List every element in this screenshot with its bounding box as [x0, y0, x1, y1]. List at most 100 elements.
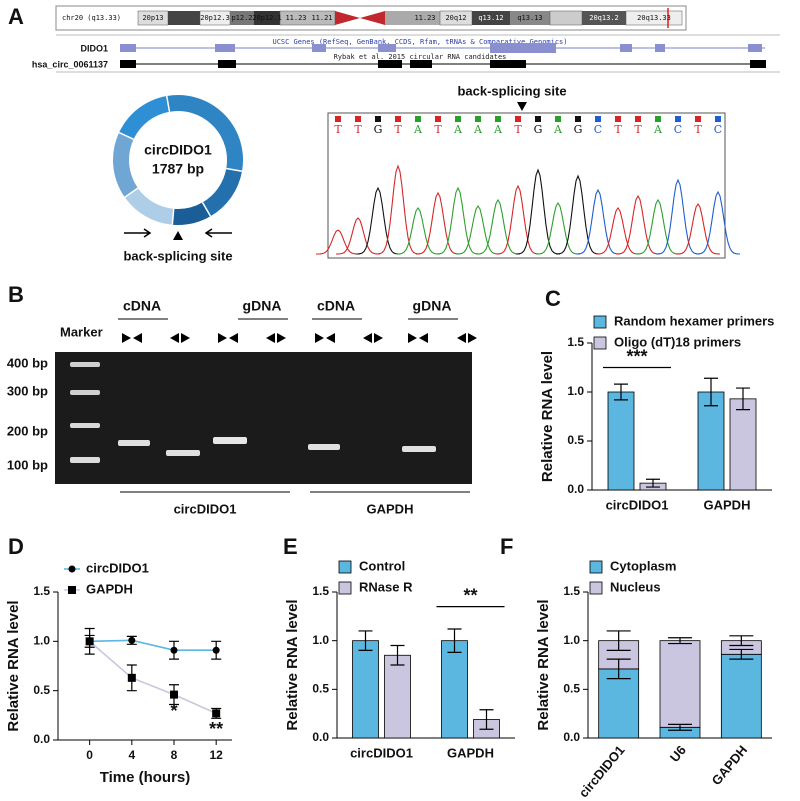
band-label: 20p13: [142, 14, 163, 22]
band-label: 11.23: [414, 14, 435, 22]
circ-segment: [119, 95, 170, 140]
trace-peak: [435, 186, 481, 255]
gene-label: circDIDO1: [174, 501, 237, 516]
chart: E Relative RNA level 0.0 0.5 1.0 1.5 Control RN…: [283, 534, 515, 760]
significance: *: [170, 701, 177, 721]
ideogram: chr20 (q13.33) 20p13 20p12.3 p12.2 20p12…: [55, 5, 687, 31]
legend-label: RNase R: [359, 579, 413, 594]
track-sub: Rybak et al. 2015 circular RNA candidate…: [334, 53, 507, 61]
trace-peak: [355, 186, 401, 255]
legend-swatch: [338, 581, 352, 595]
base-marker: [375, 116, 381, 122]
error-bar: [704, 377, 718, 407]
base-letter: A: [653, 123, 663, 136]
trace-peak: [316, 229, 360, 255]
legend-swatch: [338, 560, 352, 574]
error-bar: [668, 723, 692, 731]
base-marker: [455, 116, 461, 122]
base-marker: [615, 116, 621, 122]
base-marker: [695, 116, 701, 122]
y-tick-label: 1.0: [567, 384, 584, 398]
circrna-diagram: circDIDO1 1787 bp back-splicing site: [113, 95, 243, 263]
x-tick-label: 4: [128, 748, 135, 762]
trace-peak: [695, 190, 741, 255]
base-letter: T: [694, 123, 702, 136]
data-point: [212, 646, 220, 654]
error-bar: [646, 478, 660, 488]
group-label: gDNA: [413, 298, 452, 314]
primer-icon: [363, 333, 372, 343]
bar: [352, 640, 379, 739]
bar-segment: [720, 653, 762, 739]
data-point: [128, 636, 136, 644]
base-letter: G: [574, 123, 583, 136]
base-marker: [635, 116, 641, 122]
circ-divider: [201, 202, 212, 217]
gene-label: GAPDH: [367, 501, 414, 516]
track-label: hsa_circ_0061137: [32, 59, 108, 69]
band-label: 20q12: [445, 14, 466, 22]
genome-tracks: UCSC Genes (RefSeq, GenBank, CCDS, Rfam,…: [32, 34, 780, 73]
base-letter: A: [553, 123, 563, 136]
legend-marker: [68, 565, 76, 573]
panel-label: D: [8, 534, 24, 559]
x-tick-label: 12: [210, 748, 224, 762]
trace-peak: [336, 217, 380, 255]
base-marker: [595, 116, 601, 122]
trace-peak: [675, 202, 721, 255]
legend-label: circDIDO1: [86, 560, 149, 575]
circ-name: circDIDO1: [144, 142, 212, 158]
track-label: DIDO1: [80, 43, 108, 53]
group-label: cDNA: [123, 298, 161, 314]
circ-segment: [166, 95, 243, 172]
circ-divider: [118, 131, 134, 140]
legend-label: Oligo (dT)18 primers: [614, 334, 741, 349]
primer-icon: [315, 333, 324, 343]
base-marker: [495, 116, 501, 122]
primer-icon: [181, 333, 190, 343]
legend-label: Control: [359, 558, 405, 573]
chart: F Relative RNA level 0.0 0.5 1.0 1.5 Cytoplasm…: [500, 534, 772, 800]
legend-marker: [68, 586, 76, 594]
trace-peak: [515, 168, 561, 255]
error-bar: [447, 628, 462, 653]
y-axis-title: Relative RNA level: [284, 599, 301, 730]
trace-peak: [495, 184, 541, 255]
y-tick-label: 0.5: [312, 682, 329, 696]
band-label: 11.21: [311, 14, 332, 22]
y-tick-label: 0.0: [567, 482, 584, 496]
circ-divider: [226, 167, 243, 173]
x-tick-label: 8: [171, 748, 178, 762]
bar: [729, 398, 757, 491]
panel-label: F: [500, 534, 513, 559]
band-label: 20q13.33: [637, 14, 671, 22]
data-point: [127, 673, 136, 682]
base-letter: C: [674, 123, 682, 136]
site-label: back-splicing site: [123, 248, 232, 263]
y-axis-title: Relative RNA level: [5, 600, 22, 731]
data-point: [170, 690, 178, 699]
bar-segment: [598, 668, 640, 739]
base-letter: T: [394, 123, 402, 136]
primer-icon: [122, 333, 131, 343]
circ-segment: [113, 132, 139, 198]
y-tick-label: 1.5: [33, 584, 50, 598]
y-tick-label: 1.5: [567, 335, 584, 349]
trace-peak: [595, 207, 641, 255]
ladder-label: 200 bp: [7, 423, 48, 438]
base-letter: T: [514, 123, 522, 136]
primer-icon: [419, 333, 428, 343]
x-tick-label: GAPDH: [704, 497, 751, 512]
base-letter: C: [714, 123, 722, 136]
panel-label: B: [8, 282, 24, 307]
gel: B Marker cDNA gDNA cDNA gDNA 400 bp 300 …: [7, 282, 477, 516]
y-tick-label: 1.0: [33, 634, 50, 648]
y-axis-title: Relative RNA level: [539, 351, 556, 482]
y-tick-label: 1.5: [312, 584, 329, 598]
primer-icon: [266, 333, 275, 343]
legend-swatch: [589, 581, 603, 595]
base-letter: C: [594, 123, 602, 136]
y-tick-label: 1.0: [312, 633, 329, 647]
error-bar: [606, 658, 631, 680]
